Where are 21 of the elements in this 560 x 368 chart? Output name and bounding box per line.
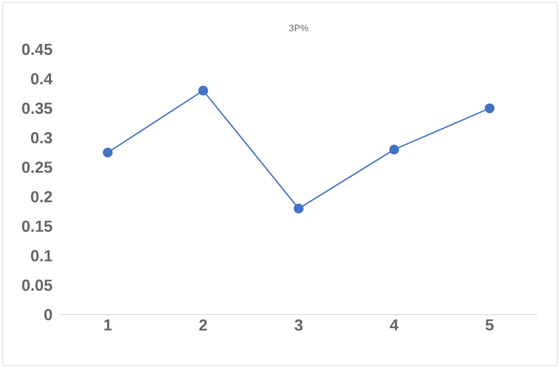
x-tick-label: 2 (199, 319, 208, 331)
y-tick-label: 0.1 (31, 250, 52, 262)
chart-title: 3P% (289, 24, 308, 32)
point (198, 86, 208, 96)
y-tick-label: 0.45 (22, 44, 52, 55)
point (484, 103, 495, 114)
point (389, 144, 400, 155)
y-tick-label: 0.05 (22, 280, 52, 291)
y-tick-label: 0.4 (31, 73, 53, 84)
point (102, 148, 113, 158)
x-tick-label: 5 (486, 319, 494, 331)
x-tick-label: 3 (294, 319, 303, 331)
point (294, 204, 304, 214)
x-tick-label: 4 (390, 319, 398, 330)
y-tick-label: 0 (44, 309, 52, 320)
y-tick-label: 0.3 (31, 132, 52, 144)
y-tick-label: 0.35 (22, 102, 52, 114)
y-tick-label: 0.2 (31, 191, 52, 202)
y-tick-label: 0.15 (22, 220, 52, 232)
y-tick-label: 0.25 (22, 162, 52, 173)
x-tick-label: 1 (104, 319, 112, 330)
